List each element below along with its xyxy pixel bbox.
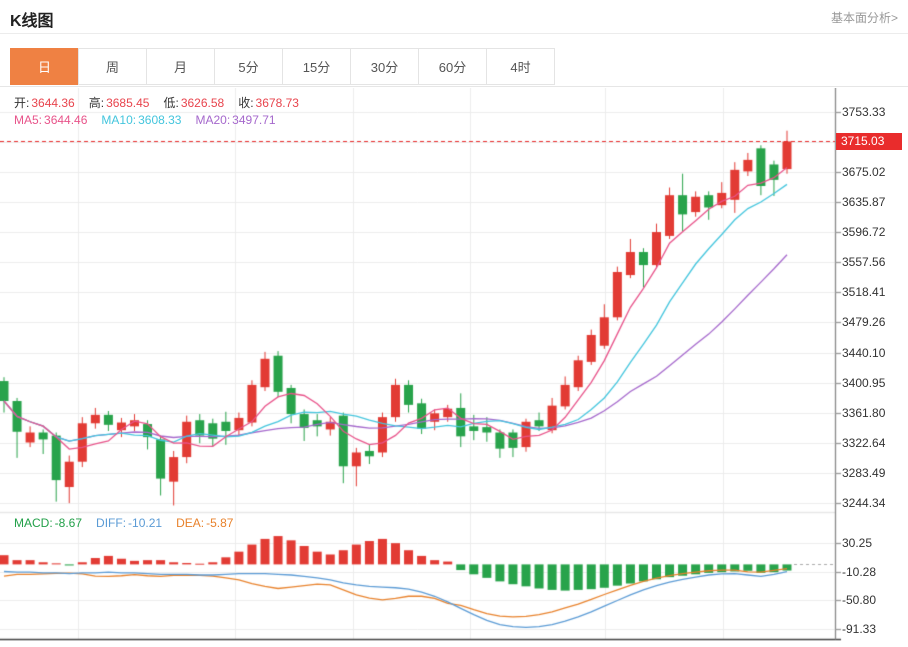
price-axis-tick: 3596.72 <box>842 225 886 240</box>
ma-row: MA5: 3644.46 MA10: 3608.33 MA20: 3497.71 <box>14 113 290 127</box>
ma20-value: 3497.71 <box>232 113 276 127</box>
price-axis-tick: 3361.80 <box>842 405 886 420</box>
price-axis-tick: 3753.33 <box>842 105 886 119</box>
tabbar-bottom-border <box>0 86 908 87</box>
diff-label: DIFF: <box>96 516 127 530</box>
diff-value: -10.21 <box>128 516 163 530</box>
macd-axis-tick: -10.28 <box>842 564 877 579</box>
price-axis-tick: 3322.64 <box>842 435 886 450</box>
dea-label: DEA: <box>176 516 205 530</box>
dea-value: -5.87 <box>206 516 234 530</box>
ma10-value: 3608.33 <box>138 113 182 127</box>
kline-canvas[interactable] <box>0 88 845 641</box>
tab-周[interactable]: 周 <box>78 48 147 85</box>
low-label: 低: <box>163 96 179 110</box>
high-value: 3685.45 <box>106 96 150 110</box>
ohlc-row: 开: 3644.36 高: 3685.45 低: 3626.58 收: 3678.73 <box>14 94 313 111</box>
macd-axis-tick: -91.33 <box>842 622 877 637</box>
close-label: 收: <box>238 96 254 110</box>
price-axis-tick: 3244.34 <box>842 495 886 510</box>
page-title: K线图 <box>10 13 54 30</box>
fundamental-analysis-link[interactable]: 基本面分析> <box>830 11 898 25</box>
tab-日[interactable]: 日 <box>10 48 79 85</box>
page-header: K线图 基本面分析> <box>0 0 908 33</box>
tab-60分[interactable]: 60分 <box>418 48 487 85</box>
price-axis-tick: 3440.10 <box>842 345 886 360</box>
price-axis-tick: 3400.95 <box>842 375 886 390</box>
price-axis-tick: 3635.87 <box>842 195 886 210</box>
tab-15分[interactable]: 15分 <box>282 48 351 85</box>
price-axis-tick: 3283.49 <box>842 465 886 480</box>
ma5-label: MA5: <box>14 113 43 127</box>
price-axis-tick: 3675.02 <box>842 165 886 180</box>
macd-label: MACD: <box>14 516 53 530</box>
macd-axis-tick: 30.25 <box>842 535 873 550</box>
macd-row: MACD: -8.67 DIFF: -10.21 DEA: -5.87 <box>14 516 247 530</box>
price-axis-tick: 3479.26 <box>842 315 886 330</box>
price-axis-tick: 3557.56 <box>842 255 886 270</box>
ma10-label: MA10: <box>101 113 137 127</box>
header-divider <box>0 33 908 34</box>
macd-axis-tick: -50.80 <box>842 593 877 608</box>
close-value: 3678.73 <box>255 96 299 110</box>
high-label: 高: <box>88 96 105 110</box>
tab-30分[interactable]: 30分 <box>350 48 419 85</box>
price-axis-tick: 3518.41 <box>842 285 886 300</box>
open-value: 3644.36 <box>31 96 75 110</box>
ma5-value: 3644.46 <box>44 113 88 127</box>
interval-tab-bar: 日周月 5分 15分 30分 60分 4时 <box>10 48 555 85</box>
kline-chart-area: 开: 3644.36 高: 3685.45 低: 3626.58 收: 3678.73 MA5… <box>0 88 908 641</box>
low-value: 3626.58 <box>180 96 225 110</box>
tab-月[interactable]: 月 <box>146 48 215 85</box>
tab-5分[interactable]: 5分 <box>214 48 283 85</box>
ma20-label: MA20: <box>195 113 231 127</box>
open-label: 开: <box>14 96 30 110</box>
current-price-tag: 3715.03 <box>836 133 902 151</box>
tab-4时[interactable]: 4时 <box>486 48 555 85</box>
macd-value: -8.67 <box>54 516 83 530</box>
